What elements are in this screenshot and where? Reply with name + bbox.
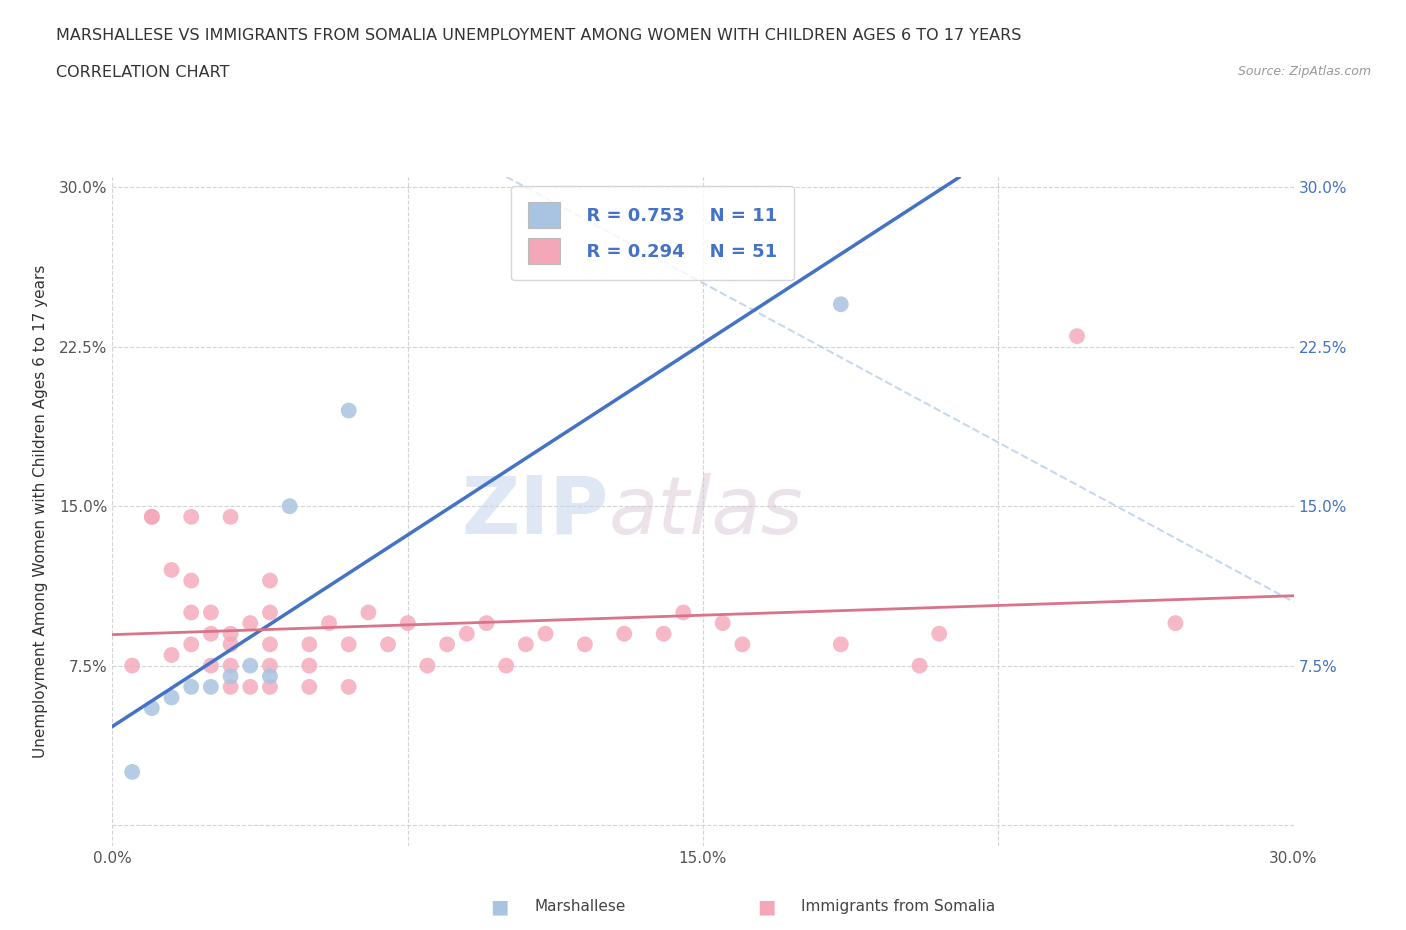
Point	[652, 626, 675, 641]
Point	[672, 605, 695, 620]
Point	[141, 700, 163, 715]
Point	[396, 616, 419, 631]
Point	[219, 626, 242, 641]
Point	[711, 616, 734, 631]
Point	[219, 680, 242, 695]
Point	[219, 637, 242, 652]
Point	[278, 498, 301, 513]
Point	[337, 403, 360, 418]
Y-axis label: Unemployment Among Women with Children Ages 6 to 17 years: Unemployment Among Women with Children A…	[32, 265, 48, 758]
Point	[259, 669, 281, 684]
Point	[908, 658, 931, 673]
Point	[298, 680, 321, 695]
Point	[141, 510, 163, 525]
Point	[495, 658, 517, 673]
Point	[337, 637, 360, 652]
Point	[259, 680, 281, 695]
Point	[830, 297, 852, 312]
Point	[180, 680, 202, 695]
Point	[121, 764, 143, 779]
Text: ■: ■	[489, 897, 509, 916]
Point	[200, 658, 222, 673]
Point	[219, 669, 242, 684]
Point	[259, 637, 281, 652]
Point	[613, 626, 636, 641]
Text: ZIP: ZIP	[461, 472, 609, 551]
Point	[298, 637, 321, 652]
Point	[200, 626, 222, 641]
Point	[515, 637, 537, 652]
Text: MARSHALLESE VS IMMIGRANTS FROM SOMALIA UNEMPLOYMENT AMONG WOMEN WITH CHILDREN AG: MARSHALLESE VS IMMIGRANTS FROM SOMALIA U…	[56, 28, 1022, 43]
Point	[180, 637, 202, 652]
Point	[1164, 616, 1187, 631]
Point	[357, 605, 380, 620]
Point	[259, 658, 281, 673]
Point	[337, 680, 360, 695]
Point	[318, 616, 340, 631]
Point	[239, 616, 262, 631]
Point	[436, 637, 458, 652]
Text: Source: ZipAtlas.com: Source: ZipAtlas.com	[1237, 65, 1371, 78]
Point	[200, 605, 222, 620]
Point	[121, 658, 143, 673]
Point	[180, 573, 202, 588]
Point	[377, 637, 399, 652]
Text: Immigrants from Somalia: Immigrants from Somalia	[801, 899, 995, 914]
Point	[475, 616, 498, 631]
Point	[259, 605, 281, 620]
Point	[219, 658, 242, 673]
Point	[830, 637, 852, 652]
Point	[298, 658, 321, 673]
Point	[259, 573, 281, 588]
Point	[534, 626, 557, 641]
Point	[160, 563, 183, 578]
Point	[416, 658, 439, 673]
Point	[239, 658, 262, 673]
Point	[160, 690, 183, 705]
Point	[239, 680, 262, 695]
Point	[141, 510, 163, 525]
Point	[928, 626, 950, 641]
Point	[160, 647, 183, 662]
Text: ■: ■	[756, 897, 776, 916]
Text: Marshallese: Marshallese	[534, 899, 626, 914]
Legend:   R = 0.753    N = 11,   R = 0.294    N = 51: R = 0.753 N = 11, R = 0.294 N = 51	[512, 186, 794, 280]
Point	[219, 510, 242, 525]
Text: CORRELATION CHART: CORRELATION CHART	[56, 65, 229, 80]
Point	[1066, 328, 1088, 343]
Point	[731, 637, 754, 652]
Text: atlas: atlas	[609, 472, 803, 551]
Point	[180, 510, 202, 525]
Point	[574, 637, 596, 652]
Point	[456, 626, 478, 641]
Point	[200, 680, 222, 695]
Point	[180, 605, 202, 620]
